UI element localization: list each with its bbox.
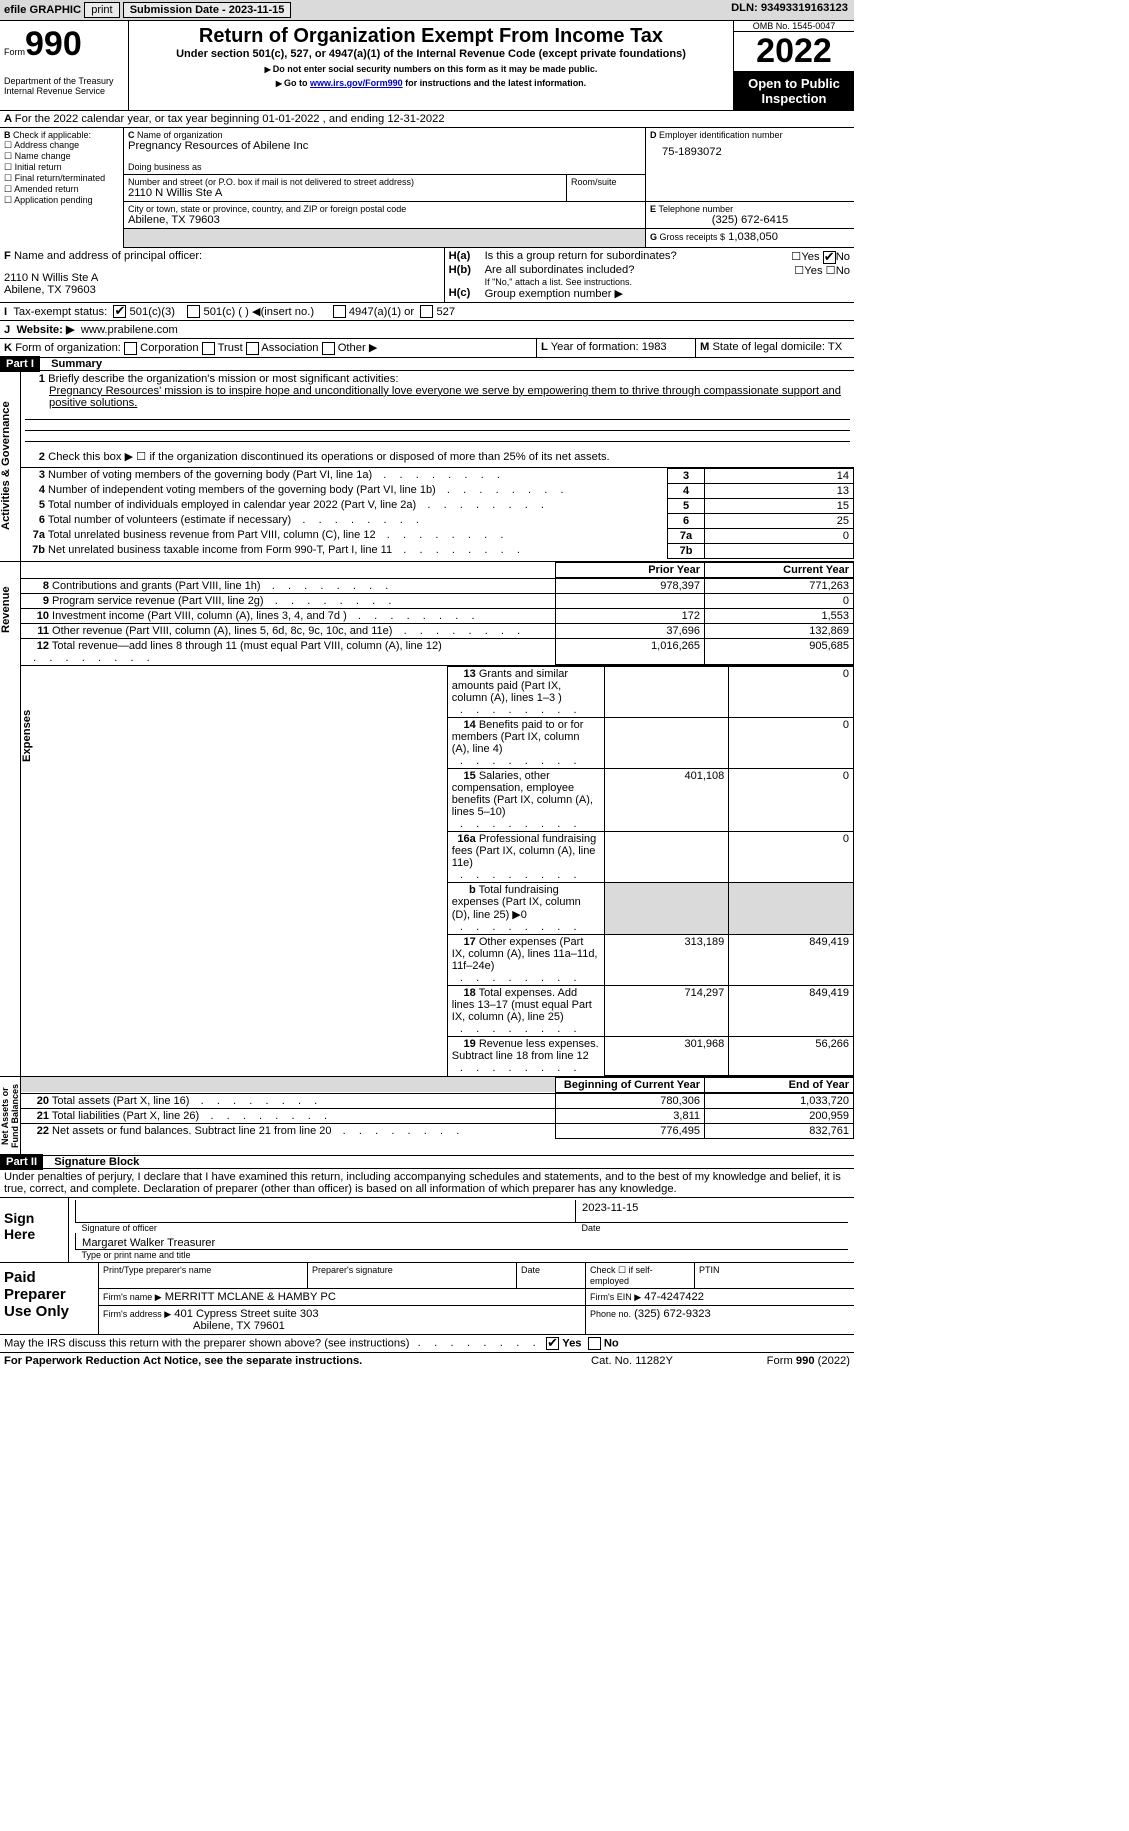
declaration: Under penalties of perjury, I declare th… [0, 1169, 854, 1198]
klm-block: K Form of organization: Corporation Trus… [0, 339, 854, 358]
cb-final[interactable]: ☐ Final return/terminated [4, 173, 119, 184]
cb-amended[interactable]: ☐ Amended return [4, 184, 119, 195]
officer-name: Margaret Walker Treasurer [76, 1233, 849, 1250]
website: www.prabilene.com [81, 324, 178, 336]
cb-name[interactable]: ☐ Name change [4, 151, 119, 162]
mission: Pregnancy Resources' mission is to inspi… [25, 385, 850, 409]
submission-date-button[interactable]: Submission Date - 2023-11-15 [123, 2, 292, 18]
print-button[interactable]: print [84, 2, 119, 18]
data-row: 20 Total assets (Part X, line 16) 780,30… [21, 1093, 854, 1108]
irs-label: Internal Revenue Service [4, 86, 124, 96]
omb-label: OMB No. 1545-0047 [734, 21, 854, 32]
cb-527[interactable] [420, 305, 433, 318]
form-number: 990 [25, 25, 82, 63]
side-rev: Revenue [0, 562, 12, 658]
data-row: 16a Professional fundraising fees (Part … [448, 832, 854, 883]
org-name: Pregnancy Resources of Abilene Inc [128, 140, 641, 152]
paid-preparer-block: Paid Preparer Use Only Print/Type prepar… [0, 1263, 854, 1335]
data-row: 14 Benefits paid to or for members (Part… [448, 718, 854, 769]
cb-pending[interactable]: ☐ Application pending [4, 195, 119, 206]
city: Abilene, TX 79603 [128, 214, 641, 226]
data-row: 12 Total revenue—add lines 8 through 11 … [21, 638, 854, 665]
ha-yes[interactable]: ☐Yes [791, 251, 819, 263]
side-net: Net Assets or Fund Balances [0, 1077, 20, 1155]
hb-yes[interactable]: ☐Yes [794, 265, 822, 277]
efile-label: efile GRAPHIC [4, 4, 81, 16]
cb-self-employed[interactable]: Check ☐ if self-employed [586, 1263, 695, 1289]
cb-501c3[interactable] [113, 305, 126, 318]
footer: For Paperwork Reduction Act Notice, see … [0, 1353, 854, 1369]
open-to-public: Open to Public Inspection [734, 72, 854, 110]
ha-no[interactable]: No [823, 251, 850, 263]
sign-here-block: Sign Here 2023-11-15 Signature of office… [0, 1198, 854, 1263]
tax-year: 2022 [734, 32, 854, 72]
note-ssn: Do not enter social security numbers on … [133, 64, 729, 74]
data-row: b Total fundraising expenses (Part IX, c… [448, 883, 854, 935]
hb-no[interactable]: ☐No [826, 265, 850, 277]
data-row: 13 Grants and similar amounts paid (Part… [448, 667, 854, 718]
form-subtitle: Under section 501(c), 527, or 4947(a)(1)… [133, 48, 729, 60]
irs-link[interactable]: www.irs.gov/Form990 [310, 78, 403, 88]
entity-block: B Check if applicable: ☐ Address change … [0, 128, 854, 248]
firm-name: MERRITT MCLANE & HAMBY PC [165, 1291, 336, 1303]
data-row: 9 Program service revenue (Part VIII, li… [21, 593, 854, 608]
data-row: 19 Revenue less expenses. Subtract line … [448, 1037, 854, 1076]
data-row: 10 Investment income (Part VIII, column … [21, 608, 854, 623]
ag-row: 7a Total unrelated business revenue from… [21, 528, 854, 543]
ag-row: 7b Net unrelated business taxable income… [21, 543, 854, 558]
line-i: I Tax-exempt status: 501(c)(3) 501(c) ( … [0, 303, 854, 322]
line-j: J Website: ▶ www.prabilene.com [0, 321, 854, 339]
data-row: 18 Total expenses. Add lines 13–17 (must… [448, 986, 854, 1037]
may-yes[interactable] [546, 1337, 559, 1350]
form-title: Return of Organization Exempt From Incom… [133, 25, 729, 48]
data-row: 8 Contributions and grants (Part VIII, l… [21, 578, 854, 593]
cb-4947[interactable] [333, 305, 346, 318]
part1-body: Activities & Governance 1 Briefly descri… [0, 371, 854, 1156]
phone: (325) 672-6415 [650, 214, 850, 226]
data-row: 17 Other expenses (Part IX, column (A), … [448, 935, 854, 986]
part2-header: Part II Signature Block [0, 1156, 854, 1169]
street: 2110 N Willis Ste A [128, 187, 562, 199]
may-discuss: May the IRS discuss this return with the… [0, 1335, 854, 1353]
cb-501c[interactable] [187, 305, 200, 318]
fh-block: F Name and address of principal officer:… [0, 248, 854, 303]
data-row: 22 Net assets or fund balances. Subtract… [21, 1123, 854, 1138]
may-no[interactable] [588, 1337, 601, 1350]
toolbar: efile GRAPHIC print Submission Date - 20… [0, 0, 854, 21]
cb-address[interactable]: ☐ Address change [4, 140, 119, 151]
ag-row: 6 Total number of volunteers (estimate i… [21, 513, 854, 528]
form-header: Form990 Department of the Treasury Inter… [0, 21, 854, 111]
dept-label: Department of the Treasury [4, 76, 124, 86]
data-row: 21 Total liabilities (Part X, line 26) 3… [21, 1108, 854, 1123]
data-row: 15 Salaries, other compensation, employe… [448, 769, 854, 832]
ag-row: 3 Number of voting members of the govern… [21, 468, 854, 483]
line-a: A For the 2022 calendar year, or tax yea… [0, 111, 854, 128]
gross-receipts: 1,038,050 [728, 231, 778, 243]
data-row: 11 Other revenue (Part VIII, column (A),… [21, 623, 854, 638]
side-exp: Expenses [21, 666, 33, 806]
cb-initial[interactable]: ☐ Initial return [4, 162, 119, 173]
ag-row: 5 Total number of individuals employed i… [21, 498, 854, 513]
ein: 75-1893072 [662, 146, 850, 158]
ag-row: 4 Number of independent voting members o… [21, 483, 854, 498]
dln-label: DLN: 93493319163123 [595, 0, 855, 21]
side-ag: Activities & Governance [0, 371, 12, 561]
part1-header: Part I Summary [0, 358, 854, 371]
